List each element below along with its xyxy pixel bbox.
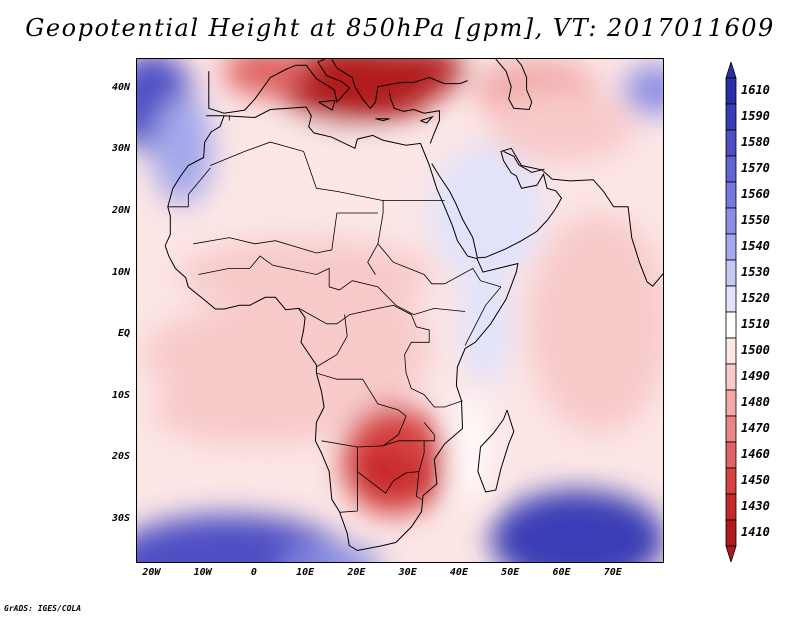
africa-coastline: [164, 106, 519, 552]
field-iran-warm: [490, 89, 635, 164]
field-atlantic-s-warm: [152, 373, 358, 447]
lat-tick-label: 10N: [111, 266, 130, 278]
colorbar-level-label: 1410: [741, 525, 770, 539]
field-turkey-high: [362, 59, 466, 96]
colorbar-level-label: 1430: [741, 499, 770, 513]
map-frame: [136, 58, 664, 563]
field-horn-africa-cool: [459, 262, 512, 386]
colorbar-level-label: 1550: [741, 213, 770, 227]
lon-tick-label: 70E: [603, 567, 622, 578]
colorbar-level-label: 1500: [741, 343, 770, 357]
lon-tick-label: 30E: [398, 567, 417, 578]
lat-tick-label: 10S: [111, 389, 130, 401]
colorbar-level-label: 1590: [741, 109, 770, 123]
colorbar-level-label: 1580: [741, 135, 770, 149]
colorbar-swatch: [725, 389, 737, 417]
lat-tick-label: 20S: [111, 451, 130, 463]
colorbar-swatch: [725, 207, 737, 235]
footer-credit: GrADS: IGES/COLA: [4, 604, 82, 613]
lat-tick-label: 30S: [111, 512, 130, 524]
lat-tick-label: 30N: [111, 143, 130, 155]
country-border: [298, 304, 463, 408]
colorbar-level-label: 1530: [741, 265, 770, 279]
country-border: [423, 422, 435, 442]
crete-coastline: [375, 118, 390, 122]
country-border: [316, 314, 348, 368]
colorbar-level-label: 1510: [741, 317, 770, 331]
colorbar-level-label: 1450: [741, 473, 770, 487]
colorbar-swatch: [725, 285, 737, 313]
field-iberia-high: [224, 59, 307, 96]
lon-tick-label: 50E: [501, 567, 520, 578]
lon-tick-label: 0: [250, 567, 257, 578]
persian-gulf-iran-coast: [503, 150, 545, 173]
colorbar-swatch: [725, 441, 737, 469]
colorbar-swatch: [725, 311, 737, 339]
country-border: [210, 141, 384, 275]
colorbar-bottom-arrow: [725, 545, 737, 562]
field-cape-ridge: [280, 545, 383, 562]
lon-tick-label: 40E: [449, 567, 468, 578]
colorbar-level-label: 1520: [741, 291, 770, 305]
country-border: [193, 212, 378, 254]
country-border: [167, 167, 211, 208]
colorbar-swatch: [725, 363, 737, 391]
colorbar-swatch: [725, 337, 737, 365]
colorbar-swatch: [725, 77, 737, 105]
map-plot: [137, 59, 663, 562]
field-black-sea-cool: [623, 65, 663, 115]
lon-tick-label: 20W: [142, 567, 161, 578]
madagascar-coastline: [477, 409, 515, 493]
balkans-coastline: [331, 59, 468, 110]
lon-tick-label: 10E: [296, 567, 315, 578]
country-border: [357, 471, 422, 500]
colorbar-level-label: 1540: [741, 239, 770, 253]
lon-tick-label: 20E: [347, 567, 366, 578]
colorbar-level-label: 1470: [741, 421, 770, 435]
anatolia-coastline: [388, 89, 440, 144]
sicily-coastline: [318, 99, 336, 111]
lat-tick-label: 20N: [111, 204, 130, 216]
colorbar-swatch: [725, 519, 737, 547]
colorbar-swatch: [725, 415, 737, 443]
colorbar-swatch: [725, 259, 737, 287]
colorbar-level-label: 1560: [741, 187, 770, 201]
field-indian-ocean-warm: [526, 212, 663, 435]
europe-coastline: [208, 59, 351, 114]
colorbar-swatch: [725, 467, 737, 495]
colorbar-swatch: [725, 493, 737, 521]
field-botswana-low: [357, 446, 409, 497]
colorbar-swatch: [725, 129, 737, 157]
country-border: [339, 447, 358, 513]
country-border: [316, 372, 407, 448]
field-south-indian-ridge: [490, 490, 663, 562]
colorbar: [725, 62, 737, 562]
colorbar-level-label: 1570: [741, 161, 770, 175]
arabia-coastline: [431, 147, 663, 287]
country-border: [464, 286, 502, 346]
field-morocco-coast-cool: [152, 95, 214, 207]
colorbar-level-label: 1460: [741, 447, 770, 461]
colorbar-level-label: 1610: [741, 83, 770, 97]
lat-tick-label: 40N: [111, 81, 130, 93]
cyprus-coastline: [420, 115, 434, 124]
colorbar-swatch: [725, 103, 737, 131]
map-title: Geopotential Height at 850hPa [gpm], VT:…: [25, 14, 775, 42]
field-mozambique-low: [408, 465, 440, 503]
colorbar-level-label: 1490: [741, 369, 770, 383]
country-border: [198, 255, 466, 316]
colorbar-top-arrow: [725, 62, 737, 79]
lon-tick-label: 60E: [552, 567, 571, 578]
lon-tick-label: 10W: [193, 567, 212, 578]
colorbar-level-label: 1480: [741, 395, 770, 409]
colorbar-swatch: [725, 233, 737, 261]
lat-tick-label: EQ: [117, 328, 130, 340]
field-arabia-cool: [429, 145, 542, 281]
country-border: [377, 243, 502, 288]
colorbar-swatch: [725, 155, 737, 183]
caspian-coastline: [495, 59, 533, 111]
colorbar-swatch: [725, 181, 737, 209]
